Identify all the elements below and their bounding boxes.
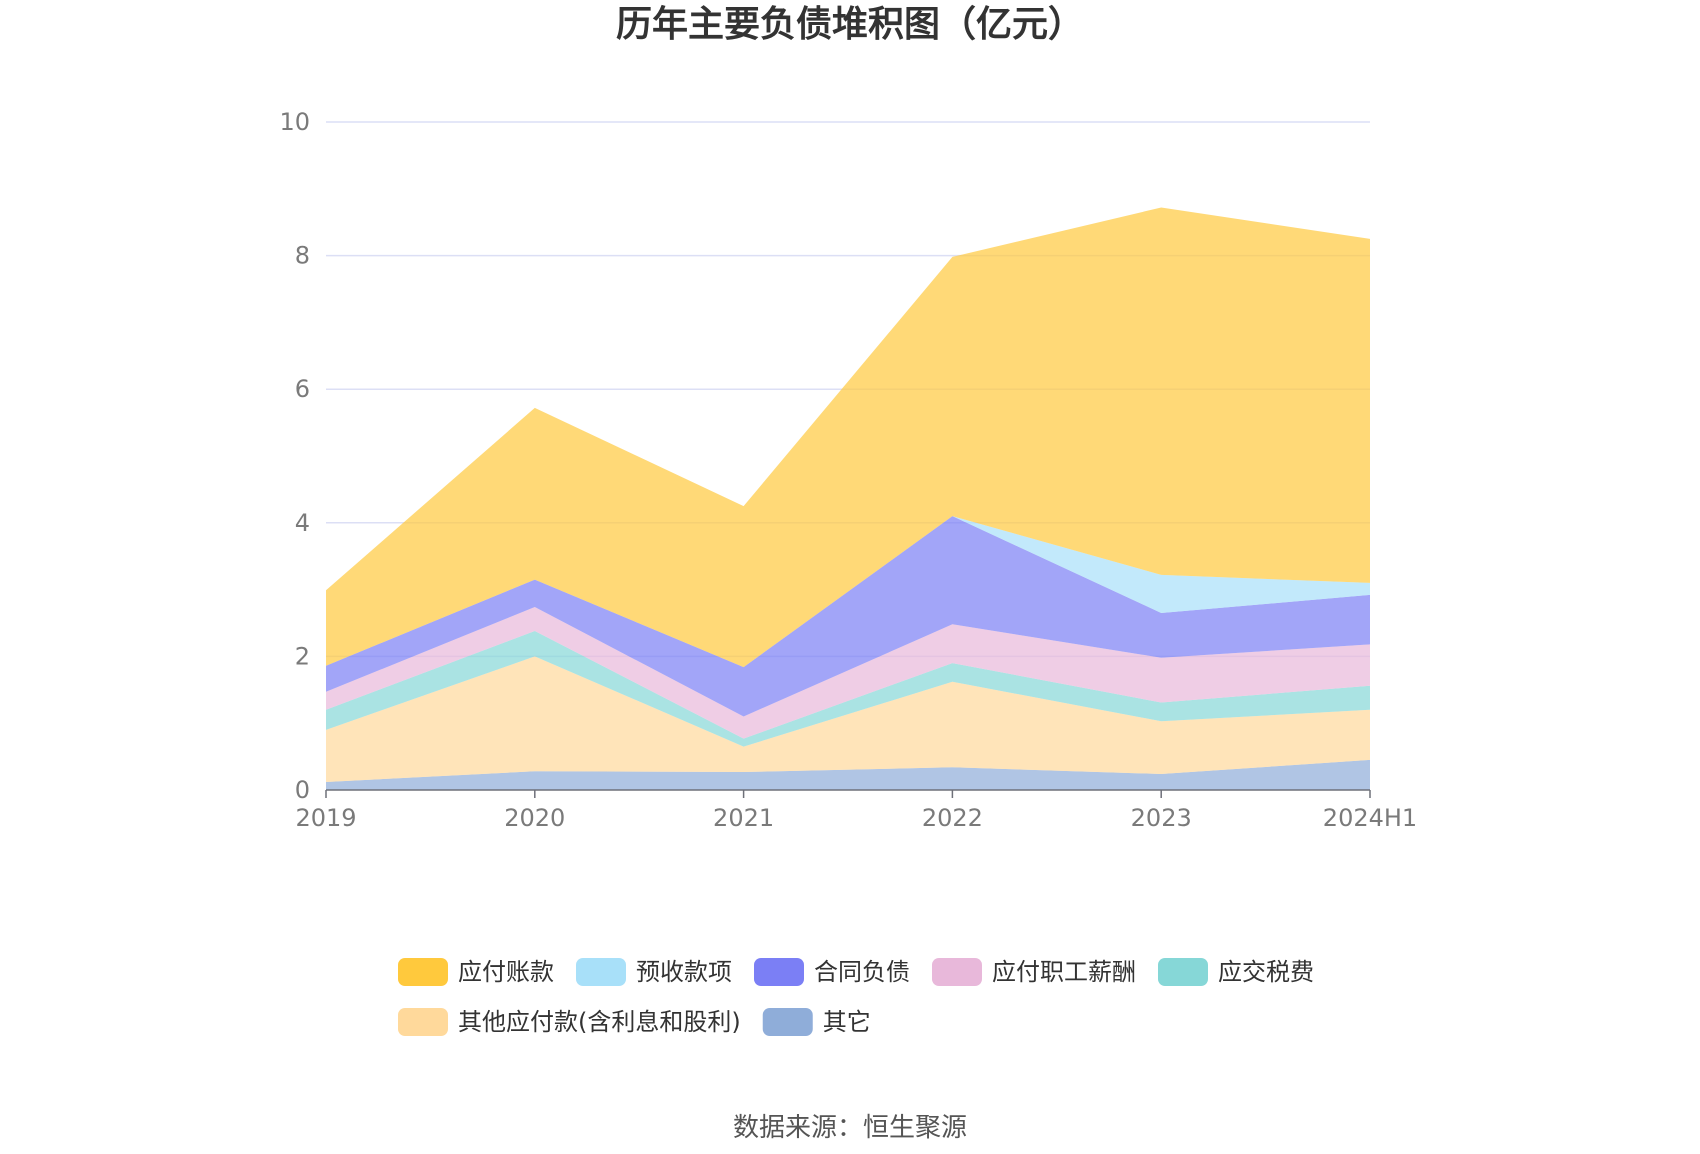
legend-swatch [754,958,804,986]
legend-item[interactable]: 应付职工薪酬 [932,958,1136,986]
x-tick-label: 2019 [295,804,356,832]
x-tick-label: 2023 [1131,804,1192,832]
y-tick-label: 10 [279,108,310,136]
y-tick-label: 8 [295,242,310,270]
legend-swatch [1158,958,1208,986]
y-tick-label: 4 [295,509,310,537]
legend-swatch [762,1008,813,1036]
axes: 2019 2020 2021 2022 2023 2024H1 [295,789,1417,832]
area-series-0 [326,759,1370,790]
legend-item[interactable]: 应付账款 [398,958,554,986]
legend-swatch [932,958,982,986]
legend-label: 合同负债 [814,958,910,986]
y-tick-label: 6 [295,375,310,403]
data-source: 数据来源：恒生聚源 [733,1113,967,1143]
x-tick-label: 2021 [713,804,774,832]
area-series-1 [326,656,1370,782]
chart-title: 历年主要负债堆积图（亿元） [616,4,1084,45]
legend-label: 预收款项 [636,958,732,986]
area-series-5 [326,516,1370,668]
legend-item[interactable]: 合同负债 [754,958,910,986]
x-tick-label: 2022 [922,804,983,832]
x-tick-label: 2020 [504,804,565,832]
legend-item[interactable]: 其他应付款(含利息和股利) [398,1008,741,1036]
legend-swatch [576,958,626,986]
legend-item[interactable]: 应交税费 [1158,958,1314,986]
area-series-6 [326,207,1370,668]
legend-item[interactable]: 其它 [762,1008,871,1036]
legend-label: 应付账款 [458,958,554,986]
legend-swatch [398,958,448,986]
legend-label: 应交税费 [1218,958,1314,986]
y-tick-label: 0 [295,776,310,804]
legend-label: 应付职工薪酬 [992,958,1136,986]
area-series-2 [326,631,1370,747]
area-series [326,207,1370,790]
area-series-3 [326,607,1370,739]
area-series-4 [326,516,1370,717]
y-tick-label: 2 [295,642,310,670]
x-tick-label: 2024H1 [1323,804,1417,832]
legend-label: 其他应付款(含利息和股利) [458,1008,741,1036]
legend-label: 其它 [823,1008,871,1036]
legend-item[interactable]: 预收款项 [576,958,732,986]
legend-swatch [398,1008,448,1036]
